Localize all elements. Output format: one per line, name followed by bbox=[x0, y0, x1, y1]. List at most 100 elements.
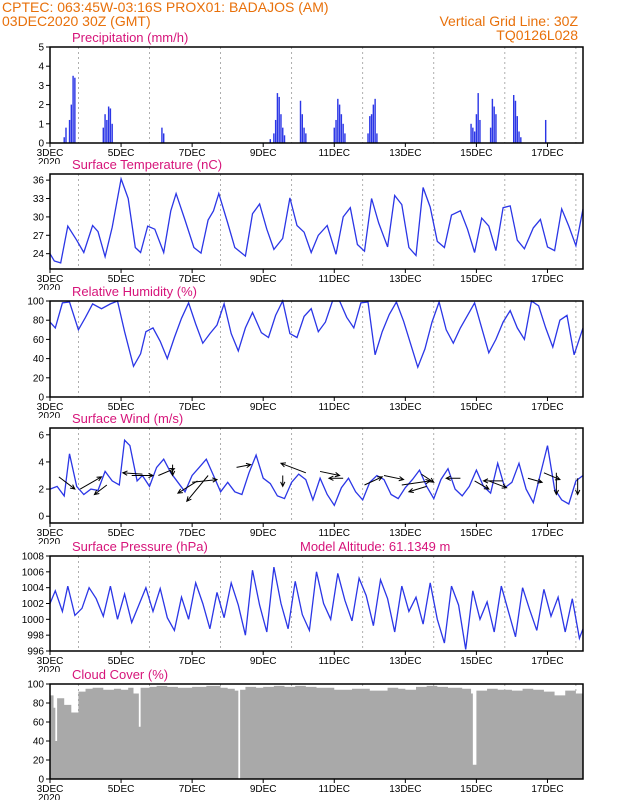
y-tick-label: 1006 bbox=[22, 567, 45, 578]
panel-title: Relative Humidity (%) bbox=[72, 284, 197, 299]
x-tick-label: 11DEC bbox=[319, 274, 351, 285]
precip-bar bbox=[495, 114, 497, 143]
precip-bar bbox=[305, 133, 307, 143]
precip-bar bbox=[472, 127, 474, 143]
y-tick-label: 100 bbox=[27, 297, 44, 308]
x-tick-label: 11DEC bbox=[319, 148, 351, 159]
x-tick-label: 9DEC bbox=[250, 148, 277, 159]
x-tick-label: 3DEC bbox=[37, 528, 64, 539]
wind-vector-arrow bbox=[131, 472, 155, 479]
precip-bar bbox=[283, 135, 286, 143]
wind-vector-arrow bbox=[169, 464, 176, 477]
panel-1: 24 27 30 33 36 3DEC 5DEC 7DEC 9DEC 11DEC 13DEC 15DE… bbox=[33, 157, 584, 294]
panel-frame bbox=[49, 555, 584, 652]
x-tick-label: 15DEC bbox=[460, 656, 492, 667]
x-year-label: 2020 bbox=[38, 537, 61, 548]
x-tick-label: 3DEC bbox=[37, 148, 64, 159]
y-tick-label: 60 bbox=[33, 718, 45, 729]
wind-vector-arrow bbox=[407, 485, 427, 494]
x-tick-label: 7DEC bbox=[179, 148, 206, 159]
precip-bar bbox=[333, 127, 335, 143]
precip-bar bbox=[338, 104, 341, 143]
precip-bar bbox=[514, 100, 517, 143]
precip-bar bbox=[161, 127, 163, 143]
precip-bar bbox=[303, 127, 305, 143]
y-tick-label: 1000 bbox=[22, 615, 45, 626]
precip-bar bbox=[106, 119, 108, 143]
panel-frame bbox=[49, 46, 584, 144]
y-tick-label: 20 bbox=[33, 373, 45, 384]
precip-bar bbox=[107, 106, 110, 143]
x-year-label: 2020 bbox=[38, 665, 61, 676]
x-tick-label: 5DEC bbox=[108, 402, 135, 413]
x-year-label: 2020 bbox=[38, 793, 61, 800]
precip-bar bbox=[109, 108, 112, 143]
x-tick-label: 3DEC bbox=[37, 784, 64, 795]
x-tick-label: 5DEC bbox=[108, 148, 135, 159]
x-tick-label: 5DEC bbox=[108, 274, 135, 285]
precip-bar bbox=[68, 119, 71, 143]
precip-bar bbox=[544, 119, 547, 143]
x-tick-label: 11DEC bbox=[319, 784, 351, 795]
y-tick-label: 5 bbox=[38, 43, 44, 54]
wind-vector-arrow bbox=[93, 484, 108, 496]
x-tick-label: 13DEC bbox=[389, 528, 421, 539]
precip-bar bbox=[282, 127, 284, 143]
y-tick-label: 1002 bbox=[22, 599, 45, 610]
precip-bar bbox=[370, 114, 373, 143]
x-tick-label: 11DEC bbox=[319, 656, 351, 667]
x-tick-label: 7DEC bbox=[179, 274, 206, 285]
y-tick-label: 80 bbox=[33, 699, 45, 710]
x-tick-label: 15DEC bbox=[460, 402, 492, 413]
precip-bar bbox=[376, 133, 378, 143]
y-tick-label: 0 bbox=[38, 139, 44, 150]
precip-bar bbox=[372, 104, 375, 143]
y-tick-label: 30 bbox=[33, 212, 45, 223]
header-model-code: TQ0126L028 bbox=[496, 27, 578, 43]
x-year-label: 2020 bbox=[38, 411, 61, 422]
x-tick-label: 17DEC bbox=[531, 274, 563, 285]
wind-vector-arrow bbox=[575, 478, 581, 496]
precip-bar bbox=[369, 116, 371, 143]
y-tick-label: 0 bbox=[38, 775, 44, 786]
precip-bar bbox=[280, 114, 282, 143]
wind-vector-arrow bbox=[445, 475, 461, 481]
y-tick-label: 2 bbox=[38, 485, 44, 496]
x-tick-label: 9DEC bbox=[250, 784, 277, 795]
y-tick-label: 4 bbox=[38, 457, 44, 468]
precip-bar bbox=[274, 119, 277, 143]
y-tick-label: 1004 bbox=[22, 583, 45, 594]
x-tick-label: 15DEC bbox=[460, 148, 492, 159]
x-tick-label: 13DEC bbox=[389, 274, 421, 285]
x-tick-label: 7DEC bbox=[179, 656, 206, 667]
precip-bar bbox=[470, 123, 472, 143]
panels: 0 1 2 3 4 5 3DEC 5DEC 7DEC 9DEC 11DEC 13DEC 15DEC 17D… bbox=[22, 30, 584, 800]
wind-vector-arrow bbox=[421, 473, 435, 483]
y-tick-label: 80 bbox=[33, 316, 45, 327]
panel-frame bbox=[49, 683, 584, 780]
precip-bar bbox=[344, 133, 346, 143]
x-tick-label: 13DEC bbox=[389, 402, 421, 413]
precip-bar bbox=[278, 96, 280, 143]
precip-bar bbox=[74, 77, 76, 143]
panel-title: Surface Temperature (nC) bbox=[72, 157, 222, 172]
y-tick-label: 0 bbox=[38, 393, 44, 404]
y-tick-label: 27 bbox=[33, 231, 45, 242]
y-tick-label: 1008 bbox=[22, 552, 45, 563]
x-tick-label: 13DEC bbox=[389, 656, 421, 667]
wind-vector-arrow bbox=[121, 470, 143, 476]
x-tick-label: 7DEC bbox=[179, 528, 206, 539]
wind-vector-arrow bbox=[553, 472, 559, 496]
precip-bar bbox=[473, 131, 476, 143]
panel-frame bbox=[49, 427, 584, 524]
y-tick-label: 998 bbox=[27, 631, 44, 642]
precip-bar bbox=[512, 95, 515, 143]
x-tick-label: 15DEC bbox=[460, 784, 492, 795]
header-location: CPTEC: 063:45W-03:16S PROX01: BADAJOS (A… bbox=[2, 0, 329, 15]
y-tick-label: 0 bbox=[38, 512, 44, 523]
wind-vector-arrow bbox=[186, 475, 209, 503]
wind-vector-arrow bbox=[488, 480, 508, 489]
x-tick-label: 3DEC bbox=[37, 274, 64, 285]
x-tick-label: 9DEC bbox=[250, 402, 277, 413]
